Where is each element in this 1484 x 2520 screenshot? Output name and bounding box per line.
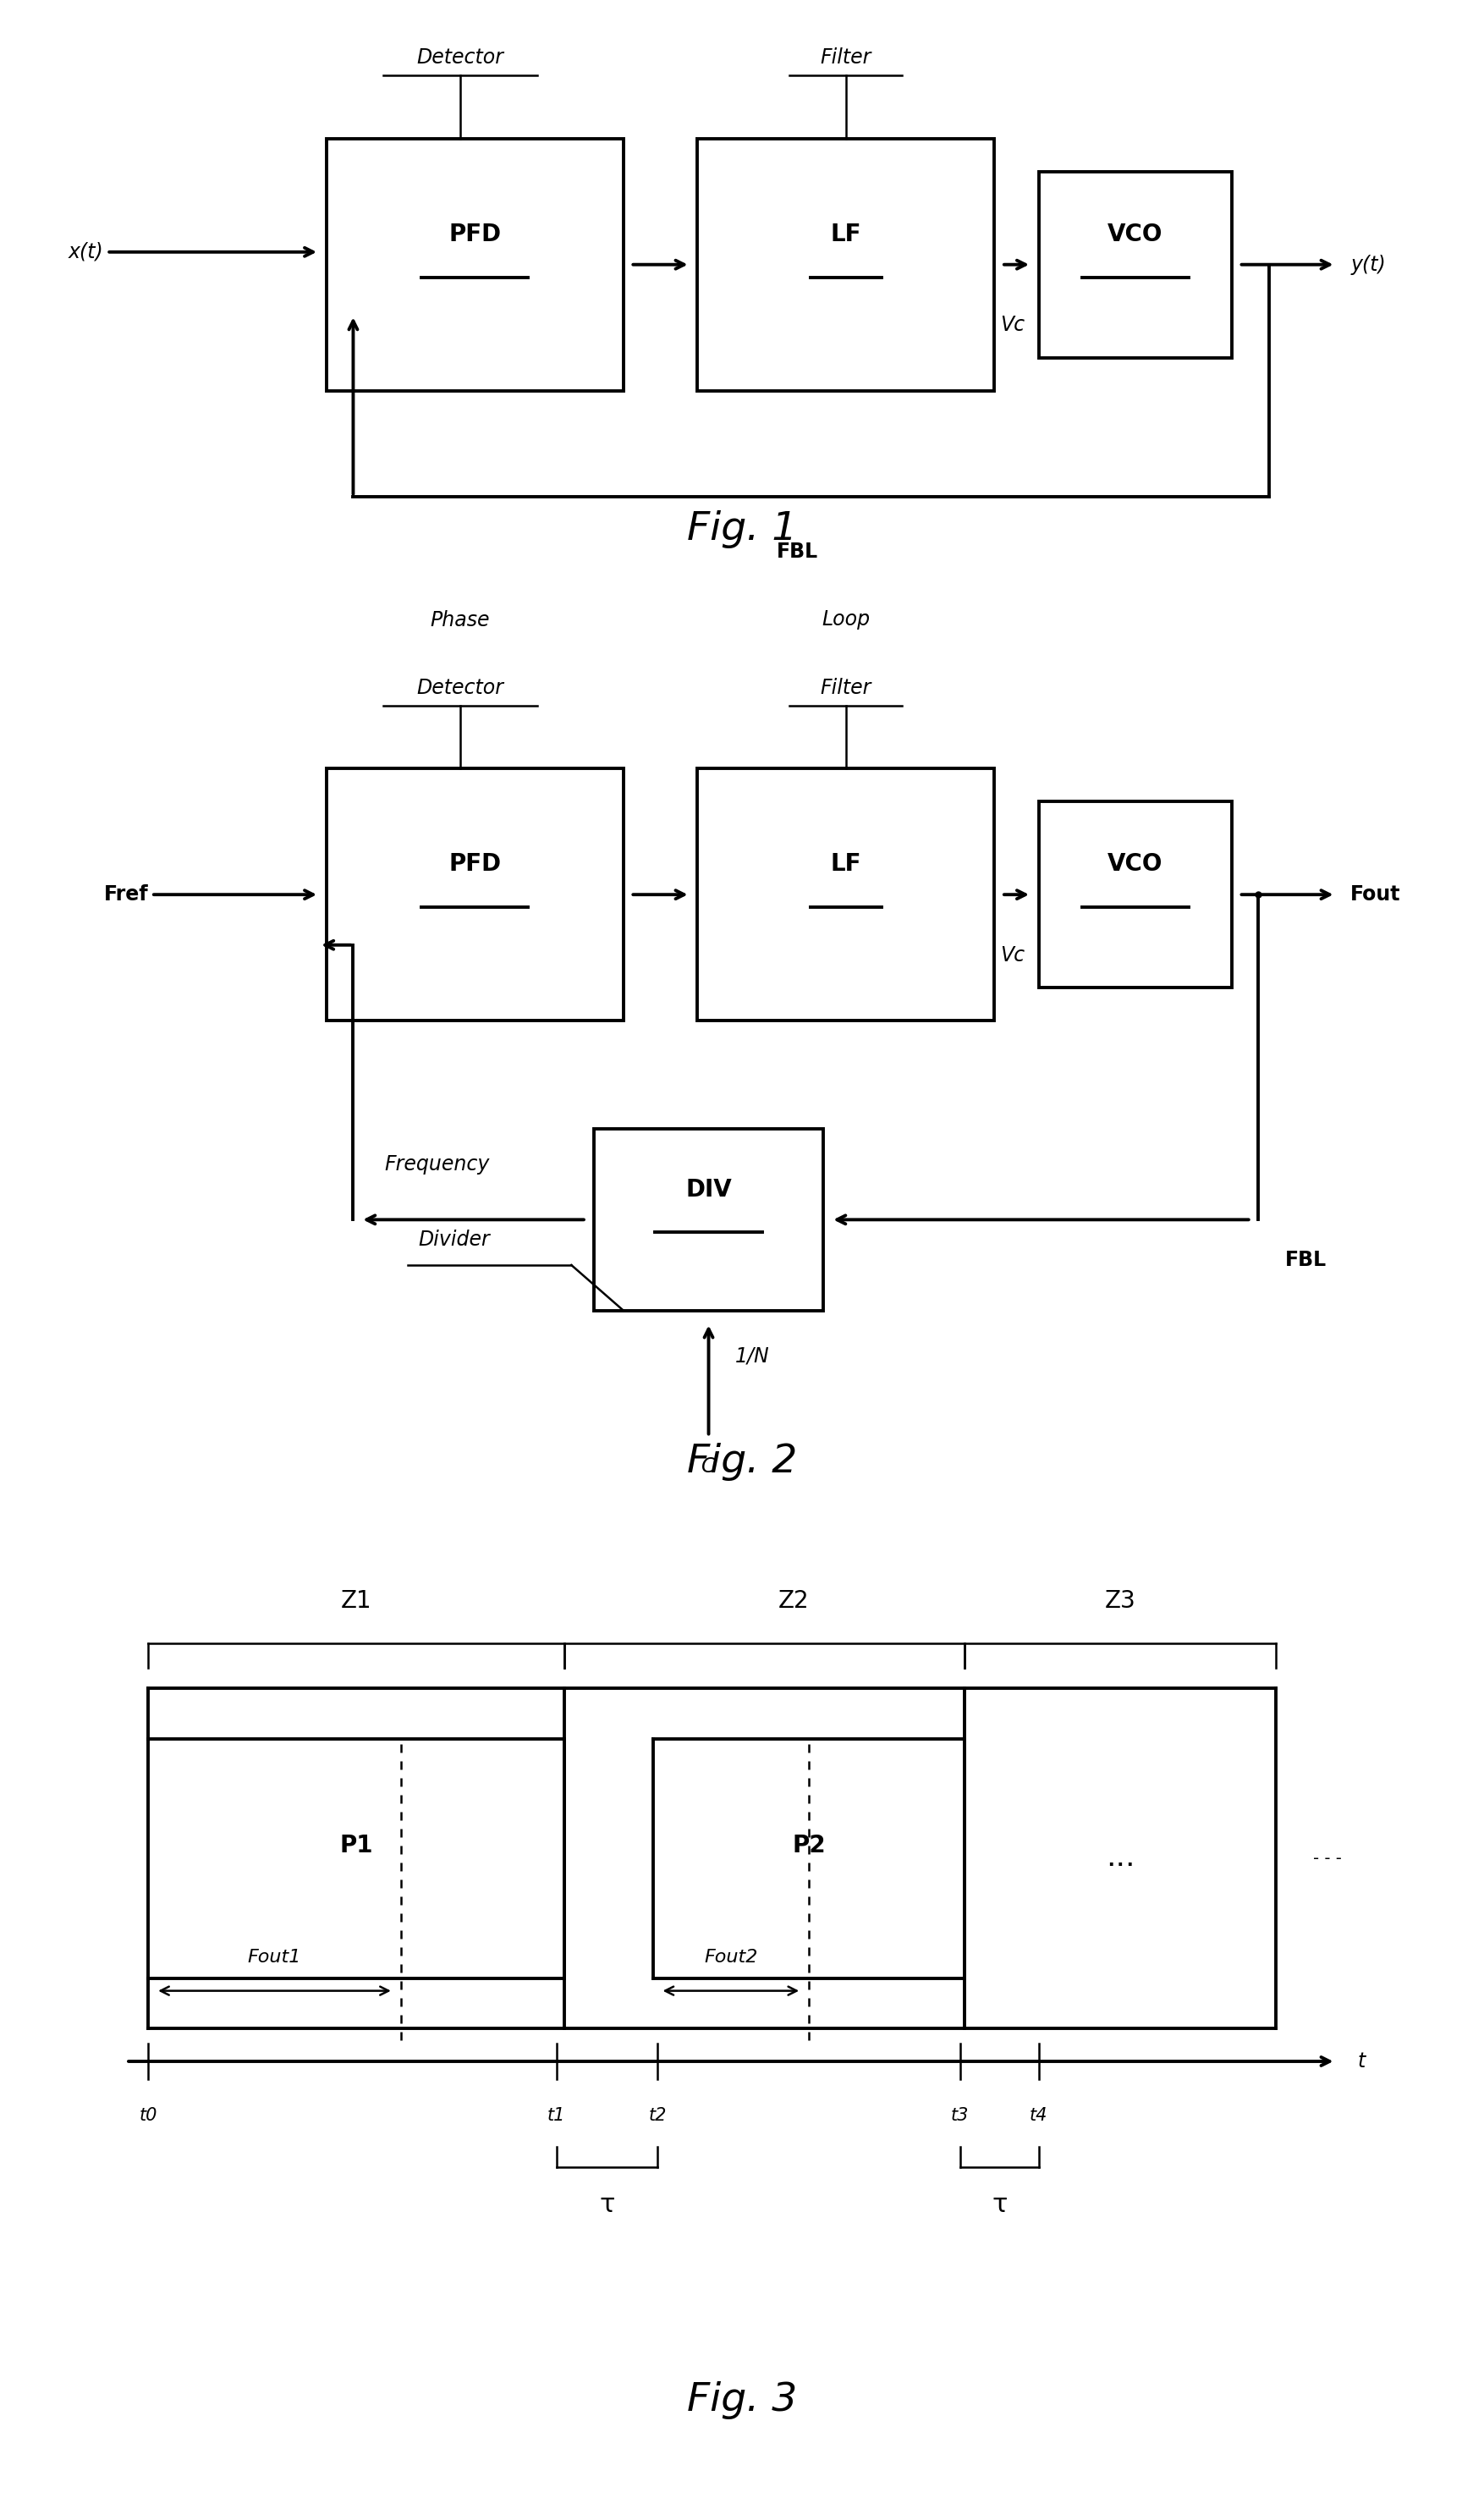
Text: FBL: FBL	[776, 542, 819, 562]
Text: LF: LF	[831, 852, 861, 877]
Text: Fout2: Fout2	[703, 1948, 758, 1966]
Text: VCO: VCO	[1107, 222, 1163, 247]
Text: Z3: Z3	[1106, 1590, 1135, 1613]
Bar	[697, 769, 994, 1021]
Text: t: t	[1358, 2051, 1365, 2071]
Bar	[594, 1129, 824, 1310]
Text: LF: LF	[831, 222, 861, 247]
Text: P2: P2	[792, 1835, 825, 1857]
Text: Filter: Filter	[821, 678, 871, 698]
Text: Detector: Detector	[417, 678, 503, 698]
Text: Divider: Divider	[418, 1230, 490, 1250]
Text: Fig. 1: Fig. 1	[687, 509, 797, 549]
Text: τ: τ	[600, 2192, 614, 2218]
Text: DIV: DIV	[686, 1177, 732, 1202]
Text: Loop: Loop	[822, 610, 870, 630]
Text: y(t): y(t)	[1350, 255, 1386, 275]
Text: Vc: Vc	[1000, 945, 1024, 965]
Text: Vc: Vc	[1000, 315, 1024, 335]
Text: P1: P1	[340, 1835, 372, 1857]
Bar	[1039, 801, 1232, 988]
Text: Z2: Z2	[779, 1590, 809, 1613]
Bar	[1039, 171, 1232, 358]
Text: x(t): x(t)	[68, 242, 104, 262]
Text: Fout: Fout	[1350, 885, 1401, 905]
Text: t3: t3	[951, 2107, 969, 2124]
Text: Fig. 2: Fig. 2	[687, 1441, 797, 1482]
Bar	[326, 769, 623, 1021]
Text: Fout1: Fout1	[248, 1948, 301, 1966]
Text: C: C	[702, 1457, 715, 1477]
Text: t4: t4	[1030, 2107, 1048, 2124]
Text: Frequency: Frequency	[384, 1154, 490, 1174]
Text: PFD: PFD	[448, 852, 502, 877]
Text: 1/N: 1/N	[736, 1346, 770, 1366]
Text: τ: τ	[991, 2192, 1008, 2218]
Text: Z1: Z1	[341, 1590, 371, 1613]
Text: t2: t2	[649, 2107, 666, 2124]
Text: Detector: Detector	[417, 48, 503, 68]
Text: ...: ...	[1106, 1842, 1135, 1872]
Bar	[326, 139, 623, 391]
Text: Phase: Phase	[430, 610, 490, 630]
Text: Filter: Filter	[821, 48, 871, 68]
Text: - - -: - - -	[1313, 1850, 1342, 1867]
Text: Fig. 3: Fig. 3	[687, 2381, 797, 2419]
Text: PFD: PFD	[448, 222, 502, 247]
Text: VCO: VCO	[1107, 852, 1163, 877]
Text: t1: t1	[548, 2107, 565, 2124]
Bar	[697, 139, 994, 391]
Text: t0: t0	[139, 2107, 157, 2124]
Text: Fref: Fref	[104, 885, 148, 905]
Text: FBL: FBL	[1285, 1250, 1327, 1270]
